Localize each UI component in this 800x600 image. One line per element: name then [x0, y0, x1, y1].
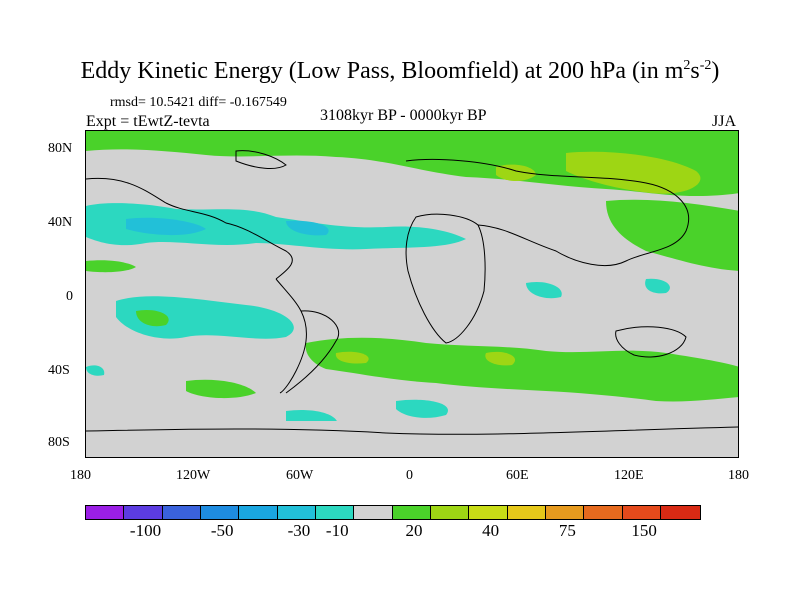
australia-coast — [615, 326, 687, 358]
y-label-80s: 80S — [48, 435, 70, 450]
colorbar-box — [469, 506, 508, 519]
colorbar-label: -50 — [210, 521, 234, 540]
indian-ocean-negative — [526, 281, 562, 299]
south-america-west-coast — [275, 278, 307, 394]
africa-coast — [405, 213, 486, 344]
north-america-coast — [86, 177, 293, 280]
period-label: 3108kyr BP - 0000kyr BP — [320, 107, 487, 124]
title-text: Eddy Kinetic Energy (Low Pass, Bloomfiel… — [80, 58, 684, 84]
north-atlantic-negative-core — [286, 220, 329, 236]
colorbar-box — [354, 506, 393, 519]
colorbar-box — [239, 506, 278, 519]
colorbar-box — [124, 506, 163, 519]
west-pacific-positive — [86, 260, 136, 273]
north-pacific-negative-core — [126, 217, 206, 236]
eurasia-coast — [405, 158, 690, 267]
x-label-0: 0 — [406, 468, 413, 483]
x-label-120e: 120E — [614, 468, 644, 483]
colorbar-label: 150 — [631, 521, 657, 540]
colorbar-box — [584, 506, 623, 519]
title-superscript-1: 2 — [683, 58, 691, 73]
y-label-40n: 40N — [48, 215, 73, 230]
title-close: ) — [711, 58, 720, 84]
x-label-180e: 180 — [728, 468, 749, 483]
colorbar-label: -10 — [325, 521, 349, 540]
colorbar-box — [392, 506, 432, 519]
colorbar — [85, 505, 701, 520]
colorbar-label: -30 — [287, 521, 311, 540]
anomaly-field — [86, 131, 738, 457]
colorbar-box — [661, 506, 700, 519]
antarctic-neutral — [86, 421, 738, 457]
south-pacific-positive-band — [186, 379, 256, 399]
southern-positive-core-1 — [335, 351, 369, 364]
arctic-positive-band — [86, 131, 738, 197]
colorbar-box — [546, 506, 585, 519]
antarctic-negative-2 — [396, 399, 448, 418]
y-label-0: 0 — [66, 289, 73, 304]
siberia-positive-patch — [496, 164, 536, 181]
west-pacific-negative — [645, 278, 670, 294]
siberia-positive-core — [566, 151, 701, 194]
map-panel — [85, 130, 739, 458]
south-pacific-positive-dot — [136, 309, 169, 327]
coastlines — [86, 150, 738, 435]
y-label-40s: 40S — [48, 363, 70, 378]
title-superscript-2: -2 — [699, 58, 712, 73]
south-america-east-coast — [285, 310, 339, 394]
colorbar-box — [431, 506, 470, 519]
colorbar-label: 20 — [405, 521, 423, 540]
south-pacific-negative — [116, 296, 294, 339]
colorbar-label: -100 — [129, 521, 162, 540]
far-south-pacific-negative — [86, 365, 105, 376]
title-unit-s: s — [690, 58, 700, 84]
x-label-180w: 180 — [70, 468, 91, 483]
experiment-label: Expt = tEwtZ-tevta — [86, 113, 210, 130]
antarctica-coast — [86, 426, 738, 435]
colorbar-box — [316, 506, 355, 519]
colorbar-label: 75 — [558, 521, 576, 540]
plot-title: Eddy Kinetic Energy (Low Pass, Bloomfiel… — [0, 58, 800, 85]
x-label-120w: 120W — [176, 468, 211, 483]
colorbar-box — [277, 506, 317, 519]
north-pacific-positive — [606, 199, 738, 271]
rmsd-stats: rmsd= 10.5421 diff= -0.167549 — [110, 95, 287, 110]
x-label-60w: 60W — [286, 468, 314, 483]
colorbar-box — [86, 506, 125, 519]
y-label-80n: 80N — [48, 141, 73, 156]
greenland-coast — [235, 150, 287, 169]
southern-positive-core-2 — [485, 351, 516, 366]
colorbar-box — [622, 506, 662, 519]
season-label: JJA — [712, 113, 737, 130]
colorbar-label: 40 — [482, 521, 500, 540]
southern-positive-band — [305, 337, 738, 402]
north-belt-negative — [86, 203, 466, 250]
colorbar-box — [162, 506, 202, 519]
colorbar-box — [201, 506, 240, 519]
x-label-60e: 60E — [506, 468, 529, 483]
colorbar-box — [507, 506, 547, 519]
